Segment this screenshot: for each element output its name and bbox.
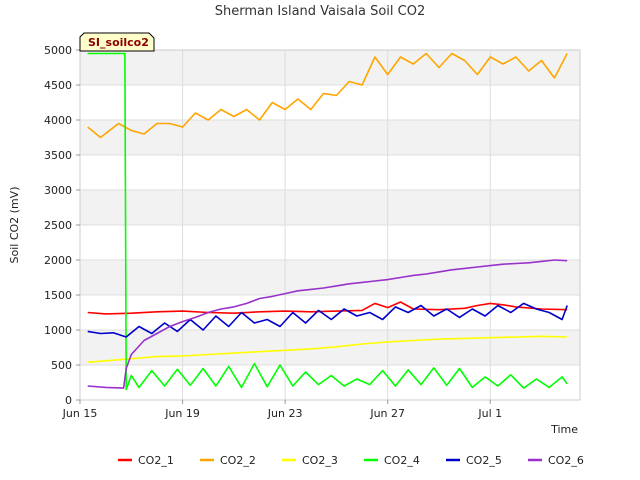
x-tick-label: Jun 19 bbox=[164, 407, 200, 420]
background-band bbox=[80, 120, 580, 155]
chart-title: Sherman Island Vaisala Soil CO2 bbox=[215, 4, 425, 19]
y-tick-label: 2000 bbox=[44, 254, 72, 267]
legend-label: CO2_6 bbox=[548, 454, 584, 467]
series-line-co2-4 bbox=[87, 52, 568, 391]
x-tick-label: Jul 1 bbox=[477, 407, 502, 420]
background-band bbox=[80, 50, 580, 85]
y-tick-label: 1500 bbox=[44, 289, 72, 302]
background-band bbox=[80, 260, 580, 295]
x-axis-title: Time bbox=[550, 423, 578, 436]
y-tick-label: 0 bbox=[65, 394, 72, 407]
background-band bbox=[80, 190, 580, 225]
y-tick-label: 4500 bbox=[44, 79, 72, 92]
legend: CO2_1 CO2_2 CO2_3 CO2_4 CO2_5 CO2_6 bbox=[118, 454, 584, 467]
y-tick-label: 4000 bbox=[44, 114, 72, 127]
series-line-co2-6 bbox=[87, 259, 568, 389]
y-tick-label: 3500 bbox=[44, 149, 72, 162]
legend-label: CO2_3 bbox=[302, 454, 338, 467]
site-badge-label: SI_soilco2 bbox=[88, 36, 149, 49]
y-tick-label: 500 bbox=[51, 359, 72, 372]
x-tick-label: Jun 15 bbox=[62, 407, 98, 420]
series-layer bbox=[87, 52, 568, 391]
y-tick-label: 5000 bbox=[44, 44, 72, 57]
legend-label: CO2_5 bbox=[466, 454, 502, 467]
legend-label: CO2_1 bbox=[138, 454, 174, 467]
y-tick-label: 3000 bbox=[44, 184, 72, 197]
legend-label: CO2_2 bbox=[220, 454, 256, 467]
x-axis-ticks: Jun 15 Jun 19 Jun 23 Jun 27 Jul 1 bbox=[62, 400, 502, 420]
series-line-co2-2 bbox=[87, 52, 568, 139]
legend-label: CO2_4 bbox=[384, 454, 420, 467]
site-badge: SI_soilco2 bbox=[79, 32, 155, 52]
y-axis-ticks: 0 500 1000 1500 2000 2500 3000 3500 4000 4500 5000 bbox=[44, 44, 80, 407]
series-line-co2-3 bbox=[87, 335, 568, 363]
x-tick-label: Jun 23 bbox=[267, 407, 303, 420]
series-line-co2-5 bbox=[87, 302, 568, 338]
site-badge-box bbox=[79, 32, 155, 52]
background-bands bbox=[80, 50, 580, 365]
x-tick-label: Jun 27 bbox=[369, 407, 405, 420]
y-axis-title: Soil CO2 (mV) bbox=[8, 187, 21, 264]
y-tick-label: 1000 bbox=[44, 324, 72, 337]
series-line-co2-1 bbox=[87, 301, 568, 315]
y-tick-label: 2500 bbox=[44, 219, 72, 232]
